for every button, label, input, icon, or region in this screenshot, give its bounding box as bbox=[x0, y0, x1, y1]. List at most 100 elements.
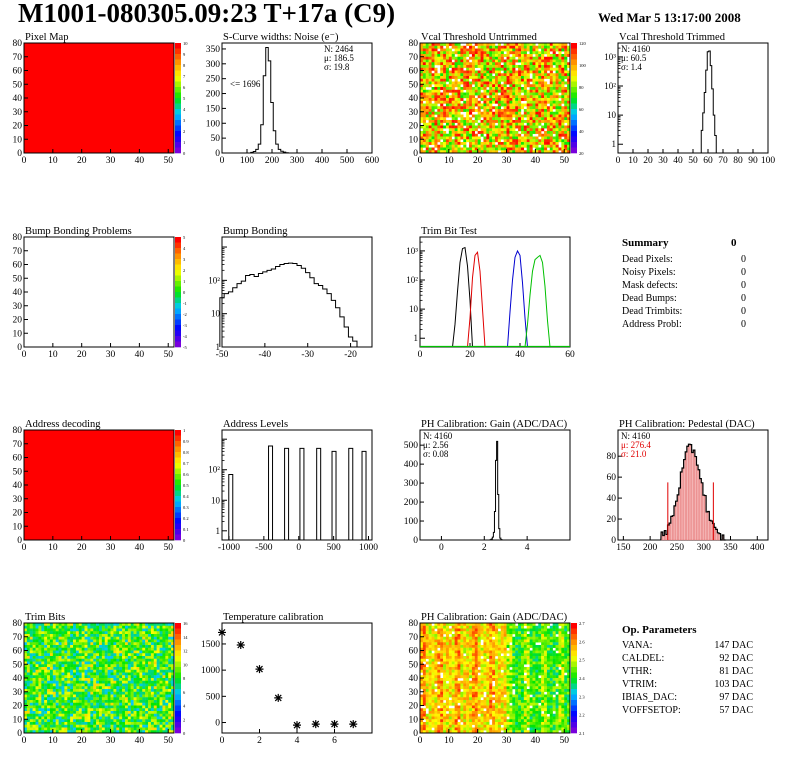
heatmap-cell bbox=[90, 719, 94, 723]
heatmap-cell bbox=[35, 700, 39, 703]
heatmap-cell bbox=[437, 634, 441, 637]
heatmap-cell bbox=[55, 672, 59, 676]
heatmap-cell bbox=[434, 92, 438, 96]
heatmap-cell bbox=[101, 678, 105, 681]
heatmap-cell bbox=[440, 54, 444, 57]
heatmap-cell bbox=[90, 711, 94, 714]
heatmap-cell bbox=[434, 636, 438, 640]
heatmap-cell bbox=[451, 103, 455, 107]
heatmap-cell bbox=[26, 667, 30, 670]
heatmap-cell bbox=[564, 76, 568, 79]
heatmap-cell bbox=[162, 650, 166, 654]
heatmap-cell bbox=[119, 722, 123, 725]
heatmap-cell bbox=[124, 669, 129, 673]
heatmap-cell bbox=[162, 636, 166, 640]
heatmap-cell bbox=[70, 631, 74, 635]
heatmap-cell bbox=[87, 689, 91, 692]
x-tick-label: 0 bbox=[439, 543, 444, 553]
stats-entry: N: 2464 bbox=[324, 44, 354, 54]
heatmap-cell bbox=[110, 658, 114, 662]
heatmap-cell bbox=[466, 78, 470, 82]
heatmap-cell bbox=[503, 89, 507, 93]
heatmap-cell bbox=[81, 678, 85, 681]
heatmap-cell bbox=[454, 62, 458, 66]
heatmap-cell bbox=[127, 708, 131, 712]
heatmap-cell bbox=[70, 669, 74, 673]
heatmap-cell bbox=[29, 691, 33, 695]
heatmap-cell bbox=[512, 147, 516, 151]
heatmap-cell bbox=[518, 128, 522, 132]
heatmap-cell bbox=[503, 100, 507, 104]
heatmap-cell bbox=[29, 669, 33, 673]
palette-segment bbox=[175, 92, 181, 99]
heatmap-cell bbox=[431, 642, 435, 646]
heatmap-cell bbox=[159, 689, 163, 692]
heatmap-cell bbox=[35, 680, 39, 684]
heatmap-cell bbox=[466, 128, 470, 132]
heatmap-cell bbox=[451, 133, 455, 137]
heatmap-cell bbox=[422, 103, 426, 107]
heatmap-cell bbox=[422, 625, 426, 629]
heatmap-cell bbox=[552, 98, 556, 101]
heatmap-cell bbox=[139, 719, 143, 723]
heatmap-cell bbox=[420, 103, 424, 107]
heatmap-cell bbox=[44, 713, 48, 717]
heatmap-cell bbox=[489, 131, 493, 134]
heatmap-cell bbox=[549, 84, 553, 88]
heatmap-cell bbox=[463, 48, 467, 52]
heatmap-cell bbox=[558, 89, 562, 93]
heatmap-cell bbox=[469, 122, 473, 126]
heatmap-cell bbox=[119, 713, 123, 717]
heatmap-cell bbox=[55, 661, 59, 665]
heatmap-cell bbox=[457, 109, 461, 112]
heatmap-cell bbox=[93, 694, 97, 698]
heatmap-cell bbox=[55, 628, 59, 632]
heatmap-cell bbox=[116, 702, 120, 706]
heatmap-cell bbox=[26, 650, 30, 654]
heatmap-cell bbox=[99, 653, 103, 657]
heatmap-cell bbox=[119, 708, 123, 712]
heatmap-cell bbox=[168, 697, 172, 701]
heatmap-cell bbox=[486, 147, 490, 151]
heatmap-cell bbox=[99, 697, 103, 701]
heatmap-cell bbox=[44, 678, 48, 681]
heatmap-cell bbox=[133, 669, 137, 673]
heatmap-cell bbox=[145, 631, 149, 635]
series-line bbox=[452, 246, 473, 348]
heatmap-cell bbox=[133, 689, 137, 692]
heatmap-cell bbox=[564, 87, 568, 90]
heatmap-cell bbox=[26, 724, 30, 728]
heatmap-cell bbox=[44, 658, 48, 662]
heatmap-cell bbox=[165, 713, 169, 717]
heatmap-cell bbox=[116, 625, 120, 629]
heatmap-cell bbox=[55, 716, 59, 720]
heatmap-cell bbox=[443, 664, 447, 668]
heatmap-cell bbox=[544, 70, 548, 74]
heatmap-cell bbox=[422, 702, 426, 706]
heatmap-cell bbox=[99, 680, 103, 684]
heatmap-cell bbox=[127, 628, 131, 632]
heatmap-cell bbox=[29, 645, 33, 648]
heatmap-cell bbox=[124, 678, 129, 681]
heatmap-cell bbox=[509, 87, 513, 90]
heatmap-cell bbox=[495, 120, 499, 123]
heatmap-cell bbox=[477, 62, 481, 66]
heatmap-cell bbox=[107, 669, 111, 673]
heatmap-cell bbox=[41, 645, 45, 648]
heatmap-cell bbox=[546, 54, 550, 57]
y-tick-label: 300 bbox=[404, 479, 419, 489]
heatmap-cell bbox=[47, 702, 51, 706]
heatmap-cell bbox=[130, 672, 134, 676]
heatmap-cell bbox=[84, 658, 88, 662]
heatmap-cell bbox=[32, 683, 36, 687]
heatmap-cell bbox=[506, 48, 510, 52]
heatmap-cell bbox=[434, 664, 438, 668]
palette-tick-label: 5 bbox=[183, 96, 186, 101]
heatmap-cell bbox=[529, 43, 533, 46]
heatmap-cell bbox=[162, 694, 166, 698]
data-point bbox=[236, 641, 245, 649]
heatmap-cell bbox=[515, 125, 519, 129]
heatmap-cell bbox=[148, 647, 152, 651]
